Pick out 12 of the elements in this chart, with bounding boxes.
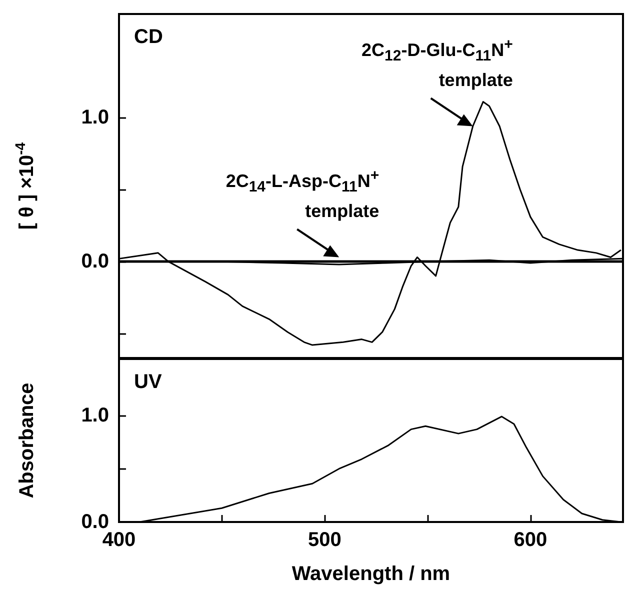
x-tick-label: 600 [514,529,548,551]
y-axis-title: Absorbance [16,382,38,498]
x-axis-title: Wavelength / nm [292,563,450,585]
y-tick-label: 1.0 [81,404,109,426]
annotation: 2C$_{14}$-L-Asp-C$_{11}$N$^{+}$ template [226,166,380,224]
x-tick-label: 500 [308,529,342,551]
text: UV [134,371,162,393]
y-tick-label: 0.0 [81,250,109,273]
annotation: 2C$_{12}$-D-Glu-C$_{11}$N$^{+}$ template [362,34,513,92]
text: CD [134,26,163,48]
y-axis-title: [ θ ] ×10-4 [12,142,38,230]
y-tick-label: 1.0 [81,106,109,129]
